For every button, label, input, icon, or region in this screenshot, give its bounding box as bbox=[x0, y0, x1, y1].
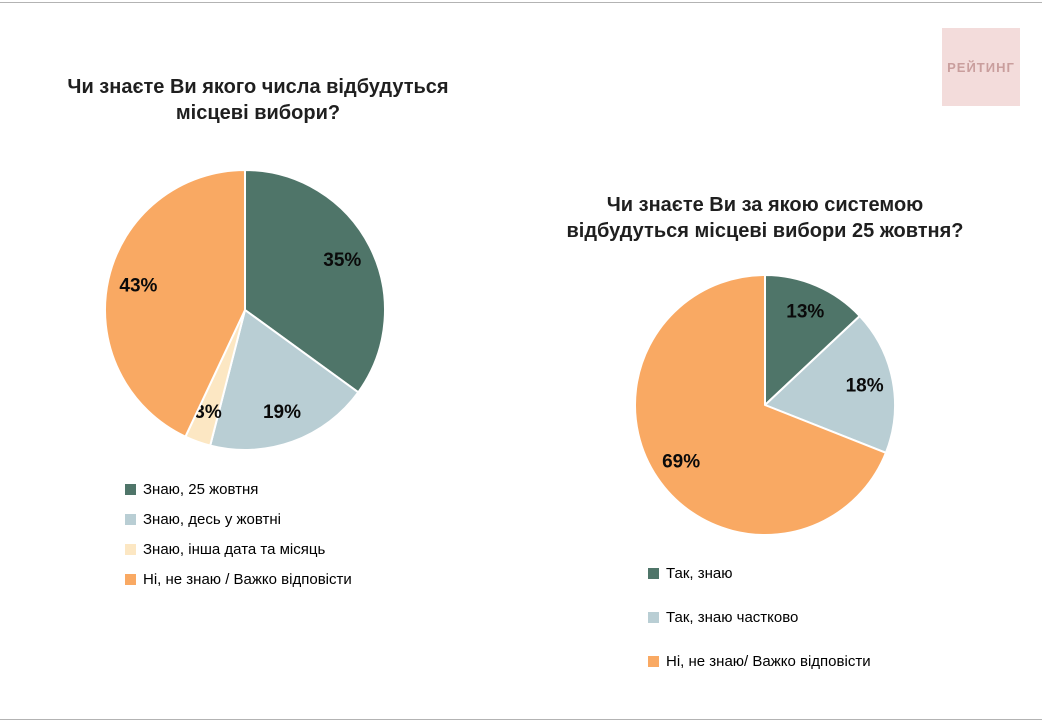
pie-value-label: 18% bbox=[846, 376, 884, 397]
pie-value-label: 69% bbox=[662, 452, 700, 473]
legend-item: Ні, не знаю/ Важко відповісти bbox=[648, 653, 871, 670]
rating-group-logo: РЕЙТИНГ bbox=[942, 28, 1020, 106]
legend-swatch bbox=[125, 544, 136, 555]
legend-item: Знаю, 25 жовтня bbox=[125, 481, 352, 498]
legend-label: Так, знаю bbox=[666, 565, 733, 582]
legend-swatch bbox=[125, 484, 136, 495]
legend-label: Ні, не знаю / Важко відповісти bbox=[143, 571, 352, 588]
left-chart-title-line1: Чи знаєте Ви якого числа відбудуться bbox=[67, 76, 449, 98]
pie-slice-0 bbox=[244, 169, 386, 394]
right-chart-title: Чи знаєте Ви за якою системою відбудутьс… bbox=[545, 192, 985, 244]
legend-label: Знаю, інша дата та місяць bbox=[143, 541, 326, 558]
left-pie-chart: 35% 19% 3% 43% bbox=[104, 169, 386, 451]
legend-label: Ні, не знаю/ Важко відповісти bbox=[666, 653, 871, 670]
pie-value-label: 19% bbox=[263, 402, 301, 423]
right-chart-title-line2: відбудуться місцеві вибори 25 жовтня? bbox=[566, 220, 964, 242]
legend-label: Знаю, десь у жовтні bbox=[143, 511, 282, 528]
left-chart-title: Чи знаєте Ви якого числа відбудуться міс… bbox=[38, 74, 478, 126]
legend-item: Так, знаю bbox=[648, 565, 871, 582]
legend-swatch bbox=[648, 568, 659, 579]
right-pie-chart: 13% 18% 69% bbox=[634, 274, 896, 536]
pie-value-label: 13% bbox=[786, 301, 824, 322]
legend-swatch bbox=[125, 514, 136, 525]
bottom-border-line bbox=[0, 719, 1042, 720]
legend-item: Знаю, десь у жовтні bbox=[125, 511, 352, 528]
right-chart-legend: Так, знаю Так, знаю частково Ні, не знаю/ … bbox=[648, 565, 871, 670]
legend-swatch bbox=[125, 574, 136, 585]
left-chart-title-line2: місцеві вибори? bbox=[175, 102, 341, 124]
top-border-line bbox=[0, 2, 1042, 3]
legend-swatch bbox=[648, 612, 659, 623]
right-chart-title-line1: Чи знаєте Ви за якою системою bbox=[606, 194, 924, 216]
legend-swatch bbox=[648, 656, 659, 667]
left-chart-legend: Знаю, 25 жовтня Знаю, десь у жовтні Знаю, … bbox=[125, 481, 352, 588]
legend-label: Знаю, 25 жовтня bbox=[143, 481, 259, 498]
pie-slice-0 bbox=[764, 274, 861, 406]
pie-value-label: 43% bbox=[119, 276, 157, 297]
pie-slice-1 bbox=[209, 309, 360, 451]
pie-slice-1 bbox=[764, 315, 896, 454]
pie-value-label: 3% bbox=[194, 402, 222, 423]
legend-item: Знаю, інша дата та місяць bbox=[125, 541, 352, 558]
pie-value-label: 35% bbox=[323, 250, 361, 271]
pie-slice-3 bbox=[104, 169, 246, 438]
logo-text: РЕЙТИНГ bbox=[947, 59, 1015, 75]
legend-item: Так, знаю частково bbox=[648, 609, 871, 626]
pie-slice-2 bbox=[634, 274, 887, 536]
legend-item: Ні, не знаю / Важко відповісти bbox=[125, 571, 352, 588]
legend-label: Так, знаю частково bbox=[666, 609, 799, 626]
